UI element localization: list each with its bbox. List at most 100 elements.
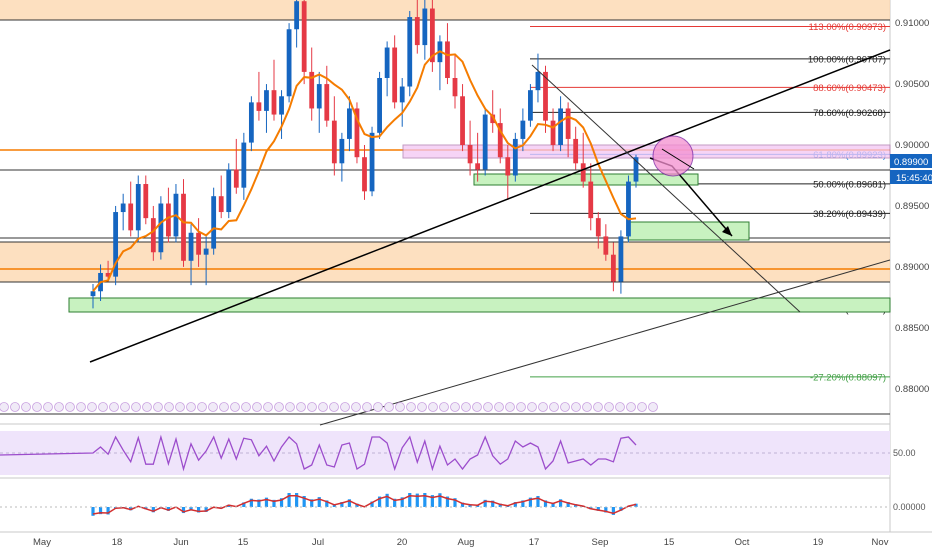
candle-body [136,184,141,230]
candle-body [445,41,450,78]
event-icon [473,403,482,412]
event-icon [528,403,537,412]
candle-body [377,78,382,133]
event-icon [319,403,328,412]
event-icon [209,403,218,412]
candle-body [272,90,277,114]
last-price-label: 0.89900 [894,157,928,168]
event-icon [275,403,284,412]
candle-body [370,133,375,191]
fib-level-label: 50.00%(0.89681) [813,179,886,190]
candle-body [332,121,337,164]
time-tick-label: 17 [529,537,540,548]
fib-level-label: 113.00%(0.90973) [809,22,886,33]
event-icon [165,403,174,412]
event-icon [264,403,273,412]
candle-body [460,96,465,145]
candle-body [513,139,518,176]
event-icon [220,403,229,412]
macd-pane [0,480,890,532]
candle-body [573,139,578,163]
event-icon [407,403,416,412]
event-icon [308,403,317,412]
event-icon [22,403,31,412]
time-tick-label: Nov [872,537,889,548]
candle-body [279,96,284,114]
candle-body [249,102,254,142]
candle-body [551,121,556,145]
event-icon [616,403,625,412]
event-icon [385,403,394,412]
candle-body [151,218,156,252]
event-icon [99,403,108,412]
event-icon [330,403,339,412]
candle-body [528,90,533,120]
event-icon [352,403,361,412]
candle-body [483,115,488,170]
time-tick-label: Jun [173,537,188,548]
event-icon [418,403,427,412]
candle-body [121,204,126,213]
candle-body [204,249,209,255]
candle-body [166,204,171,237]
event-icon [374,403,383,412]
event-icon [242,403,251,412]
event-icon [495,403,504,412]
candle-body [611,255,616,282]
target-zone [403,145,890,158]
candle-body [626,182,631,237]
event-icon [33,403,42,412]
candle-body [264,90,269,111]
macd-tick: 0.00000 [893,502,926,512]
candle-body [362,157,367,191]
event-icon [286,403,295,412]
candle-body [415,17,420,45]
candle-body [226,169,231,212]
supply-zone [0,0,890,20]
candle-body [536,72,541,90]
event-icon [462,403,471,412]
candle-body [588,182,593,219]
candle-body [91,291,96,296]
event-icon [297,403,306,412]
candle-body [128,204,133,231]
event-icon [77,403,86,412]
candle-body [324,84,329,121]
price-tick-label: 0.89500 [895,201,929,212]
candle-body [475,163,480,169]
price-axis: 0.910000.905000.900000.895000.890000.885… [895,18,929,395]
event-icon [253,403,262,412]
event-icon [198,403,207,412]
fib-level-label: 78.60%(0.90268) [813,108,886,119]
event-icon [121,403,130,412]
event-icon [638,403,647,412]
candle-body [317,84,322,108]
price-tick-label: 0.89000 [895,262,929,273]
price-tick-label: 0.91000 [895,18,929,29]
event-icon [55,403,64,412]
candle-body [211,196,216,248]
event-icon [0,403,9,412]
candle-body [392,48,397,103]
candle-body [400,87,405,103]
time-tick-label: Sep [592,537,609,548]
candle-body [189,233,194,261]
event-icon [143,403,152,412]
candle-body [385,48,390,78]
fib-level-label: -27.20%(0.88097) [810,372,886,383]
candle-body [520,121,525,139]
event-icon [176,403,185,412]
event-icon [517,403,526,412]
candle-body [234,169,239,187]
countdown-label: 15:45:40 [896,173,932,184]
event-icon [539,403,548,412]
candle-body [219,196,224,212]
candle-body [241,143,246,188]
candle-body [339,139,344,163]
demand-box [628,222,749,240]
candle-body [422,9,427,46]
event-icon [440,403,449,412]
